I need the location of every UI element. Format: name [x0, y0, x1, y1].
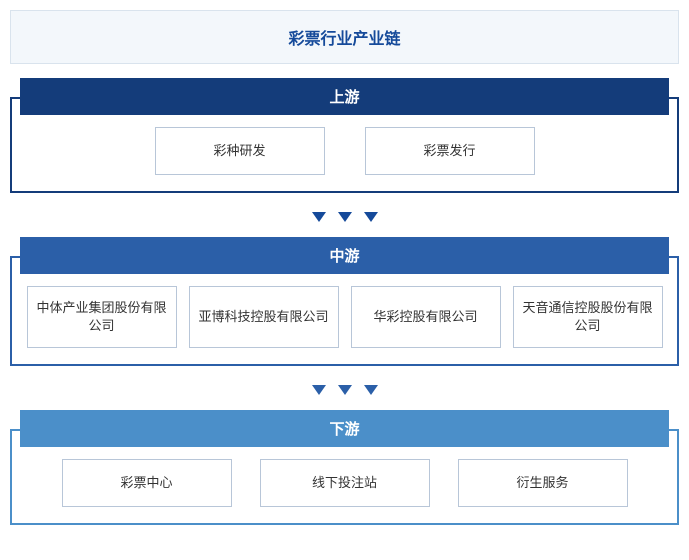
diagram-title-bar: 彩票行业产业链	[10, 10, 679, 64]
chevron-down-icon	[364, 385, 378, 395]
item-box: 中体产业集团股份有限公司	[27, 286, 177, 348]
item-box: 天音通信控股股份有限公司	[513, 286, 663, 348]
sections-container: 上游彩种研发彩票发行中游中体产业集团股份有限公司亚博科技控股有限公司华彩控股有限…	[10, 78, 679, 525]
item-box: 线下投注站	[260, 459, 430, 507]
chevron-down-icon	[338, 212, 352, 222]
chevron-down-icon	[338, 385, 352, 395]
diagram-title: 彩票行业产业链	[288, 31, 400, 48]
chevron-down-icon	[312, 385, 326, 395]
chevron-down-icon	[312, 212, 326, 222]
item-box: 彩票中心	[62, 459, 232, 507]
section-1: 中游中体产业集团股份有限公司亚博科技控股有限公司华彩控股有限公司天音通信控股股份…	[10, 237, 679, 366]
section-2: 下游彩票中心线下投注站衍生服务	[10, 410, 679, 525]
item-box: 彩种研发	[155, 127, 325, 175]
chevron-down-icon	[364, 212, 378, 222]
section-header: 下游	[20, 410, 669, 447]
item-box: 衍生服务	[458, 459, 628, 507]
item-box: 彩票发行	[365, 127, 535, 175]
section-header: 上游	[20, 78, 669, 115]
section-header: 中游	[20, 237, 669, 274]
item-box: 亚博科技控股有限公司	[189, 286, 339, 348]
arrow-row	[10, 376, 679, 410]
section-0: 上游彩种研发彩票发行	[10, 78, 679, 193]
arrow-row	[10, 203, 679, 237]
item-box: 华彩控股有限公司	[351, 286, 501, 348]
